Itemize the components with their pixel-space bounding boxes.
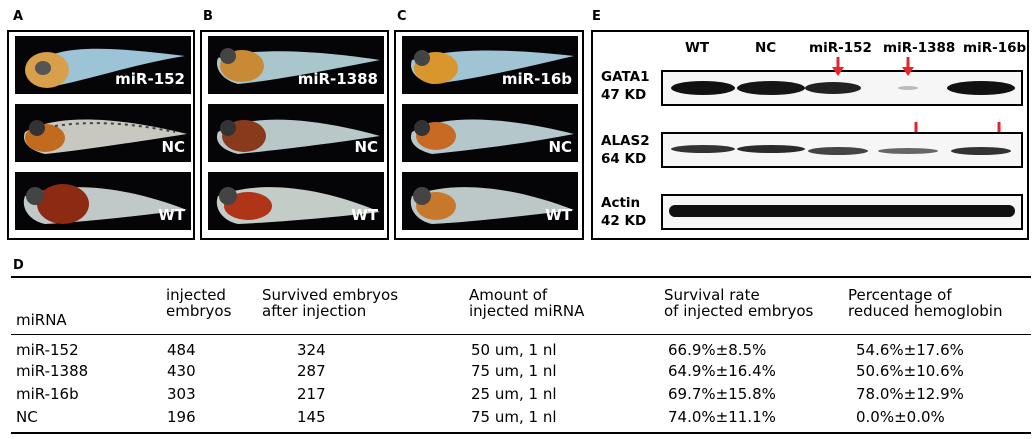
cell-injected: 430 [167, 362, 196, 380]
embryo-image: WT [402, 172, 578, 230]
table-rule-bottom [11, 432, 1031, 434]
cell-survived: 217 [297, 385, 326, 403]
lane-label-mir152: miR-152 [809, 40, 872, 56]
cell-mirna: miR-16b [16, 385, 79, 403]
cell-pct: 54.6%±17.6% [856, 341, 964, 359]
panel-label-c: C [397, 9, 407, 24]
embryo-image: miR-16b [402, 36, 578, 94]
protein-label-alas2: ALAS2 64 KD [601, 133, 650, 167]
lane-label-mir1388: miR-1388 [883, 40, 956, 56]
embryo-panel-a: miR-152 NC WT [7, 30, 195, 240]
cell-rate: 69.7%±15.8% [668, 385, 776, 403]
embryo-panel-b: miR-1388 NC WT [200, 30, 389, 240]
protein-label-actin: Actin 42 KD [601, 195, 647, 229]
header-amount: Amount of injected miRNA [469, 286, 585, 320]
header-injected: injected embryos [166, 286, 232, 320]
cell-pct: 50.6%±10.6% [856, 362, 964, 380]
embryo-image: NC [402, 104, 578, 162]
cell-injected: 484 [167, 341, 196, 359]
embryo-image: NC [15, 104, 191, 162]
embryo-image: miR-1388 [208, 36, 384, 94]
cell-rate: 66.9%±8.5% [668, 341, 767, 359]
table-rule-top [11, 276, 1031, 278]
lane-label-wt: WT [685, 40, 710, 56]
cell-mirna: miR-1388 [16, 362, 89, 380]
header-survived: Survived embryos after injection [262, 286, 399, 320]
lane-label-nc: NC [755, 40, 777, 56]
embryo-label: miR-16b [501, 70, 572, 88]
blot-strip-actin [661, 194, 1023, 230]
header-reduced-hemoglobin: Percentage of reduced hemoglobin [848, 286, 1003, 320]
header-survival-rate: Survival rate of injected embryos [664, 286, 814, 320]
embryo-image: NC [208, 104, 384, 162]
cell-survived: 287 [297, 362, 326, 380]
cell-survived: 324 [297, 341, 326, 359]
cell-injected: 196 [167, 408, 196, 426]
protein-label-gata1: GATA1 47 KD [601, 69, 650, 103]
table-rule-header [11, 334, 1031, 335]
cell-rate: 74.0%±11.1% [668, 408, 776, 426]
embryo-label: miR-152 [115, 70, 185, 88]
blot-strip-alas2 [661, 132, 1023, 168]
cell-survived: 145 [297, 408, 326, 426]
cell-mirna: NC [16, 408, 38, 426]
embryo-label: NC [354, 138, 378, 156]
cell-rate: 64.9%±16.4% [668, 362, 776, 380]
cell-amount: 75 um, 1 nl [471, 408, 557, 426]
arrow-icon [832, 57, 1005, 141]
embryo-image: WT [208, 172, 384, 230]
embryo-label: WT [158, 206, 185, 224]
cell-mirna: miR-152 [16, 341, 79, 359]
embryo-panel-c: miR-16b NC WT [394, 30, 584, 240]
lane-label-mir16b: miR-16b [963, 40, 1027, 56]
panel-label-d: D [13, 258, 24, 273]
cell-amount: 50 um, 1 nl [471, 341, 557, 359]
panel-label-b: B [203, 9, 213, 24]
embryo-label: WT [351, 206, 378, 224]
embryo-label: NC [161, 138, 185, 156]
panel-label-e: E [592, 9, 601, 24]
panel-label-a: A [13, 9, 24, 24]
cell-amount: 25 um, 1 nl [471, 385, 557, 403]
header-mirna: miRNA [16, 311, 67, 329]
embryo-label: WT [545, 206, 572, 224]
cell-injected: 303 [167, 385, 196, 403]
cell-pct: 0.0%±0.0% [856, 408, 945, 426]
western-blot-panel: WT NC miR-152 miR-1388 miR-16b GATA1 47 … [591, 30, 1029, 240]
blot-strip-gata1 [661, 70, 1023, 106]
embryo-image: WT [15, 172, 191, 230]
embryo-label: NC [548, 138, 572, 156]
cell-pct: 78.0%±12.9% [856, 385, 964, 403]
embryo-image: miR-152 [15, 36, 191, 94]
cell-amount: 75 um, 1 nl [471, 362, 557, 380]
embryo-label: miR-1388 [297, 70, 378, 88]
